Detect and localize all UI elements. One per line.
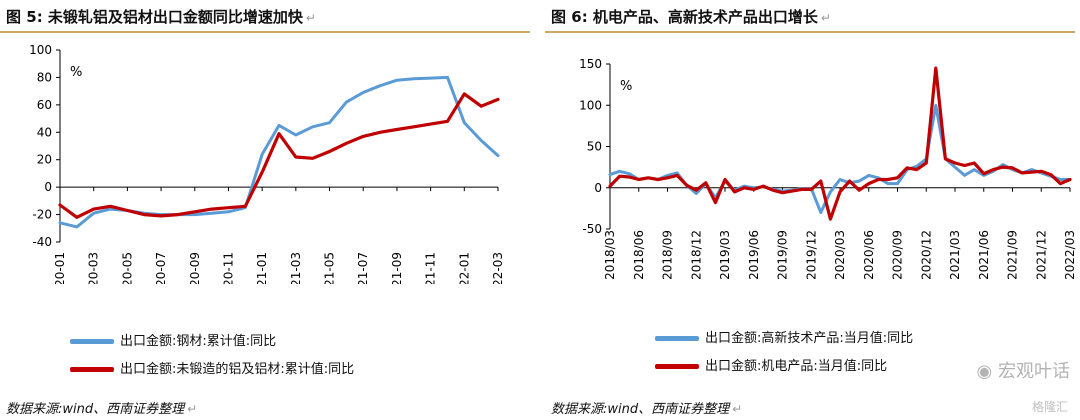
figure-number: 5	[26, 8, 37, 26]
y-tick-label: 100	[579, 98, 602, 112]
x-tick-label: 2021/09	[1006, 230, 1020, 280]
figure-title-text: : 未锻轧铝及铝材出口金额同比增速加快	[36, 8, 303, 26]
x-tick-label: 2020/12	[919, 230, 933, 280]
unit-label: %	[620, 79, 632, 94]
x-tick-label: 2020-07	[154, 252, 168, 284]
x-tick-label: 2021-03	[289, 252, 303, 284]
x-tick-label: 2018/03	[603, 230, 617, 280]
chart-plot-right: 150 100 50 0 -50% 2018/03 2018/06 2018/09 2018/1…	[579, 57, 1077, 280]
y-tick-label: -20	[32, 208, 52, 222]
figure-label: 图	[551, 8, 567, 26]
x-tick-label: 2020/03	[833, 230, 847, 280]
legend-item-steel: 出口金额:钢材:累计值:同比	[70, 330, 276, 349]
x-tick-label: 2020-09	[188, 252, 202, 284]
legend-label: 出口金额:未锻造的铝及铝材:累计值:同比	[120, 362, 355, 377]
return-mark-icon: ↵	[732, 402, 743, 416]
x-tick-label: 2021-11	[424, 252, 438, 284]
y-tick-label: 150	[579, 57, 602, 71]
figure-label: 图	[6, 8, 22, 26]
source-note-left: 数据来源:wind、西南证券整理 ↵	[6, 402, 198, 417]
title-rule	[545, 31, 1075, 33]
x-tick-label: 2019/12	[804, 230, 818, 280]
title-rule	[0, 31, 530, 33]
x-tick-label: 2022-01	[457, 252, 471, 284]
y-tick-label: 20	[37, 153, 52, 167]
y-tick-label: 100	[29, 43, 52, 57]
x-tick-label: 2022/03	[1063, 230, 1077, 280]
x-tick-label: 2018/06	[632, 230, 646, 280]
x-tick-label: 2018/12	[689, 230, 703, 280]
wechat-icon: ◉	[976, 361, 993, 382]
watermark: ◉ 宏观叶话	[976, 361, 1070, 382]
legend-item-electromech: 出口金额:机电产品:当月值:同比	[655, 355, 887, 374]
x-tick-label: 2021-05	[323, 252, 337, 284]
series-line-blue	[58, 75, 500, 229]
x-tick-label: 2020/09	[891, 230, 905, 280]
x-tick-label: 2020/06	[862, 230, 876, 280]
unit-label: %	[70, 65, 82, 80]
x-tick-label: 2019/03	[718, 230, 732, 280]
chart-title-left: 图 5: 未锻轧铝及铝材出口金额同比增速加快 ↵	[6, 6, 316, 28]
chart-panel-left: 图 5: 未锻轧铝及铝材出口金额同比增速加快 ↵ 100 80 60 40 20 0 -20-…	[0, 0, 535, 420]
legend-swatch-blue	[655, 336, 699, 341]
y-tick-label: 0	[594, 181, 602, 195]
y-tick-label: 80	[37, 70, 52, 84]
series-line-red	[58, 92, 500, 219]
y-tick-label: 60	[37, 98, 52, 112]
return-mark-icon: ↵	[187, 402, 198, 416]
x-tick-label: 2019/06	[747, 230, 761, 280]
x-tick-label: 2020-01	[53, 252, 67, 284]
legend-item-hightech: 出口金额:高新技术产品:当月值:同比	[655, 327, 913, 346]
y-tick-label: 0	[44, 180, 52, 194]
legend-label: 出口金额:高新技术产品:当月值:同比	[705, 331, 914, 346]
chart-title-right: 图 6: 机电产品、高新技术产品出口增长 ↵	[551, 6, 831, 28]
return-mark-icon: ↵	[820, 11, 831, 25]
legend-label: 出口金额:机电产品:当月值:同比	[705, 359, 888, 374]
x-tick-label: 2019/09	[776, 230, 790, 280]
x-tick-label: 2021-07	[356, 252, 370, 284]
y-tick-label: 50	[587, 140, 602, 154]
figure-title-text: : 机电产品、高新技术产品出口增长	[581, 8, 818, 26]
x-tick-label: 2021/06	[977, 230, 991, 280]
chart-plot-left: 100 80 60 40 20 0 -20 -40% 2020-01 2020-03 2020-05…	[29, 43, 505, 284]
y-tick-label: -50	[582, 222, 602, 236]
legend-swatch-red	[655, 364, 699, 369]
watermark-logo: 格隆汇	[1031, 400, 1068, 414]
x-tick-label: 2022-03	[491, 252, 505, 284]
x-tick-label: 2018/09	[661, 230, 675, 280]
y-tick-label: -40	[32, 235, 52, 249]
legend-swatch-blue	[70, 339, 114, 344]
x-tick-label: 2021-09	[390, 252, 404, 284]
x-tick-label: 2021/03	[948, 230, 962, 280]
x-tick-label: 2021-01	[255, 252, 269, 284]
legend-swatch-red	[70, 367, 114, 372]
source-note-right: 数据来源:wind、西南证券整理 ↵	[551, 402, 743, 417]
y-tick-label: 40	[37, 125, 52, 139]
legend-item-aluminum: 出口金额:未锻造的铝及铝材:累计值:同比	[70, 358, 354, 377]
x-tick-label: 2020-11	[221, 252, 235, 284]
legend-label: 出口金额:钢材:累计值:同比	[120, 334, 277, 349]
x-tick-label: 2020-03	[87, 252, 101, 284]
figure-number: 6	[571, 8, 582, 26]
x-tick-label: 2021/12	[1034, 230, 1048, 280]
return-mark-icon: ↵	[305, 11, 316, 25]
chart-panel-right: 图 6: 机电产品、高新技术产品出口增长 ↵ 150 100 50 0 -50% 2018/…	[545, 0, 1080, 420]
x-tick-label: 2020-05	[120, 252, 134, 284]
series-line-red	[608, 66, 1072, 221]
